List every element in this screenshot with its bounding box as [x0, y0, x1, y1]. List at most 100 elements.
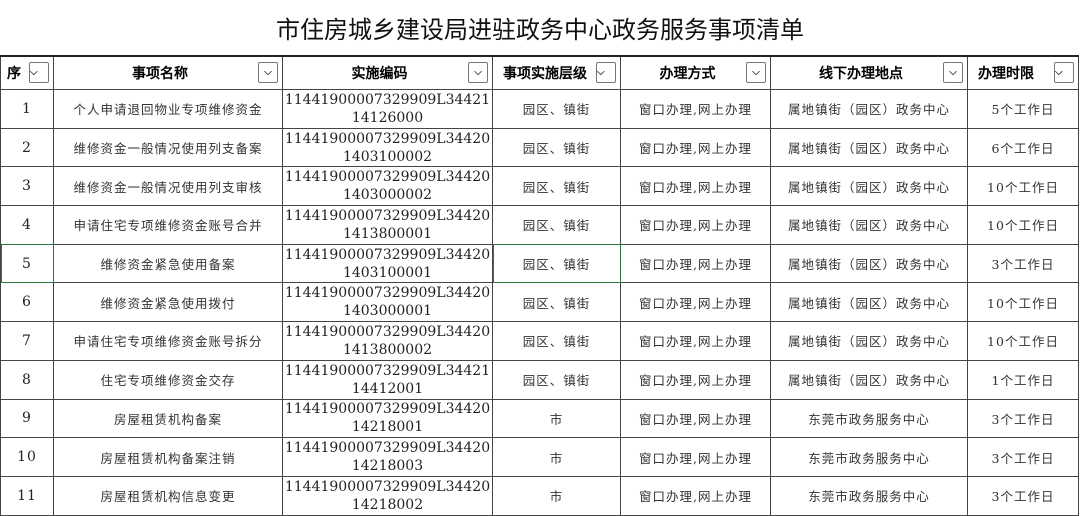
filter-dropdown-chevron-down-icon[interactable]: ⌵ [468, 62, 488, 83]
cell-time-limit[interactable]: 10个工作日 [967, 205, 1079, 245]
cell-level[interactable]: 园区、镇街 [492, 127, 621, 168]
filter-dropdown-chevron-down-icon[interactable]: ⌵ [943, 62, 963, 83]
cell-code[interactable]: 11441900007329909L344201413800002 [282, 321, 493, 361]
filter-dropdown-chevron-down-icon[interactable]: ⌵ [1054, 62, 1074, 83]
cell-item-name[interactable]: 住宅专项维修资金交存 [53, 359, 283, 400]
cell-index[interactable]: 8 [0, 359, 54, 400]
cell-index[interactable]: 1 [0, 89, 54, 129]
table-row: 7 申请住宅专项维修资金账号拆分 11441900007329909L3442014… [0, 321, 1079, 361]
header-col-item-name: 事项名称 ⌵ [53, 55, 283, 90]
cell-time-limit[interactable]: 3个工作日 [967, 475, 1079, 516]
filter-dropdown-chevron-down-icon[interactable]: ⌵ [258, 62, 278, 83]
cell-item-name[interactable]: 维修资金一般情况使用列支审核 [53, 166, 283, 207]
cell-method[interactable]: 窗口办理,网上办理 [620, 282, 771, 323]
cell-index[interactable]: 9 [0, 398, 54, 439]
cell-level[interactable]: 园区、镇街 [492, 243, 621, 284]
cell-location[interactable]: 属地镇街（园区）政务中心 [770, 282, 968, 323]
cell-method[interactable]: 窗口办理,网上办理 [620, 359, 771, 400]
cell-method[interactable]: 窗口办理,网上办理 [620, 127, 771, 168]
cell-location[interactable]: 属地镇街（园区）政务中心 [770, 321, 968, 361]
table-row: 2 维修资金一般情况使用列支备案 11441900007329909L3442014… [0, 127, 1079, 168]
cell-time-limit[interactable]: 1个工作日 [967, 359, 1079, 400]
header-label: 线下办理地点 [819, 66, 903, 82]
cell-time-limit[interactable]: 10个工作日 [967, 166, 1079, 207]
cell-level[interactable]: 园区、镇街 [492, 359, 621, 400]
cell-method[interactable]: 窗口办理,网上办理 [620, 437, 771, 477]
filter-dropdown-chevron-down-icon[interactable]: ⌵ [746, 62, 766, 83]
header-label: 实施编码 [351, 66, 408, 82]
cell-code[interactable]: 11441900007329909L3442014218002 [282, 475, 493, 516]
cell-level[interactable]: 园区、镇街 [492, 321, 621, 361]
cell-level[interactable]: 市 [492, 475, 621, 516]
cell-time-limit[interactable]: 3个工作日 [967, 437, 1079, 477]
cell-level[interactable]: 园区、镇街 [492, 166, 621, 207]
cell-item-name[interactable]: 个人申请退回物业专项维修资金 [53, 89, 283, 129]
filter-dropdown-chevron-down-icon[interactable]: ⌵ [29, 62, 49, 83]
header-label: 办理方式 [659, 66, 716, 82]
cell-time-limit[interactable]: 3个工作日 [967, 398, 1079, 439]
cell-time-limit[interactable]: 3个工作日 [967, 243, 1079, 284]
cell-level[interactable]: 市 [492, 437, 621, 477]
cell-time-limit[interactable]: 6个工作日 [967, 127, 1079, 168]
table-row: 10 房屋租赁机构备案注销 11441900007329909L3442014218… [0, 437, 1079, 477]
cell-location[interactable]: 属地镇街（园区）政务中心 [770, 243, 968, 284]
cell-index[interactable]: 2 [0, 127, 54, 168]
table-row: 1 个人申请退回物业专项维修资金 11441900007329909L3442114… [0, 89, 1079, 129]
cell-location[interactable]: 属地镇街（园区）政务中心 [770, 359, 968, 400]
cell-location[interactable]: 属地镇街（园区）政务中心 [770, 166, 968, 207]
cell-index[interactable]: 4 [0, 205, 54, 245]
cell-code[interactable]: 11441900007329909L3442014218001 [282, 398, 493, 439]
cell-index[interactable]: 10 [0, 437, 54, 477]
cell-code[interactable]: 11441900007329909L3442114412001 [282, 359, 493, 400]
cell-method[interactable]: 窗口办理,网上办理 [620, 166, 771, 207]
cell-level[interactable]: 园区、镇街 [492, 205, 621, 245]
cell-level[interactable]: 园区、镇街 [492, 282, 621, 323]
cell-time-limit[interactable]: 10个工作日 [967, 282, 1079, 323]
cell-code[interactable]: 11441900007329909L344201403100001 [282, 243, 493, 284]
header-label: 办理时限 [978, 66, 1034, 82]
cell-location[interactable]: 属地镇街（园区）政务中心 [770, 205, 968, 245]
cell-item-name[interactable]: 维修资金一般情况使用列支备案 [53, 127, 283, 168]
cell-code[interactable]: 11441900007329909L344201403100002 [282, 127, 493, 168]
cell-method[interactable]: 窗口办理,网上办理 [620, 398, 771, 439]
cell-method[interactable]: 窗口办理,网上办理 [620, 243, 771, 284]
cell-item-name[interactable]: 维修资金紧急使用拨付 [53, 282, 283, 323]
cell-level[interactable]: 市 [492, 398, 621, 439]
cell-item-name[interactable]: 房屋租赁机构备案 [53, 398, 283, 439]
table-row: 9 房屋租赁机构备案 11441900007329909L3442014218001… [0, 398, 1079, 439]
cell-index[interactable]: 5 [0, 243, 54, 284]
header-col-method: 办理方式 ⌵ [620, 55, 771, 90]
filter-dropdown-chevron-down-icon[interactable]: ⌵ [596, 62, 616, 83]
cell-index[interactable]: 7 [0, 321, 54, 361]
header-label: 事项实施层级 [503, 66, 587, 82]
cell-item-name[interactable]: 申请住宅专项维修资金账号合并 [53, 205, 283, 245]
cell-code[interactable]: 11441900007329909L3442114126000 [282, 89, 493, 129]
cell-location[interactable]: 属地镇街（园区）政务中心 [770, 127, 968, 168]
cell-code[interactable]: 11441900007329909L344201403000001 [282, 282, 493, 323]
header-col-level: 事项实施层级 ⌵ [492, 55, 621, 90]
cell-location[interactable]: 东莞市政务服务中心 [770, 437, 968, 477]
cell-index[interactable]: 3 [0, 166, 54, 207]
cell-index[interactable]: 6 [0, 282, 54, 323]
cell-time-limit[interactable]: 10个工作日 [967, 321, 1079, 361]
header-label: 序 [7, 66, 21, 82]
cell-code[interactable]: 11441900007329909L344201413800001 [282, 205, 493, 245]
cell-location[interactable]: 东莞市政务服务中心 [770, 475, 968, 516]
table-row: 8 住宅专项维修资金交存 11441900007329909L34421144120… [0, 359, 1079, 400]
cell-method[interactable]: 窗口办理,网上办理 [620, 321, 771, 361]
cell-index[interactable]: 11 [0, 475, 54, 516]
cell-item-name[interactable]: 房屋租赁机构备案注销 [53, 437, 283, 477]
cell-location[interactable]: 东莞市政务服务中心 [770, 398, 968, 439]
cell-item-name[interactable]: 房屋租赁机构信息变更 [53, 475, 283, 516]
cell-code[interactable]: 11441900007329909L344201403000002 [282, 166, 493, 207]
table-row: 6 维修资金紧急使用拨付 11441900007329909L34420140300… [0, 282, 1079, 323]
cell-time-limit[interactable]: 5个工作日 [967, 89, 1079, 129]
cell-method[interactable]: 窗口办理,网上办理 [620, 205, 771, 245]
cell-method[interactable]: 窗口办理,网上办理 [620, 475, 771, 516]
cell-item-name[interactable]: 申请住宅专项维修资金账号拆分 [53, 321, 283, 361]
cell-method[interactable]: 窗口办理,网上办理 [620, 89, 771, 129]
cell-item-name[interactable]: 维修资金紧急使用备案 [53, 243, 283, 284]
cell-location[interactable]: 属地镇街（园区）政务中心 [770, 89, 968, 129]
cell-code[interactable]: 11441900007329909L3442014218003 [282, 437, 493, 477]
cell-level[interactable]: 园区、镇街 [492, 89, 621, 129]
